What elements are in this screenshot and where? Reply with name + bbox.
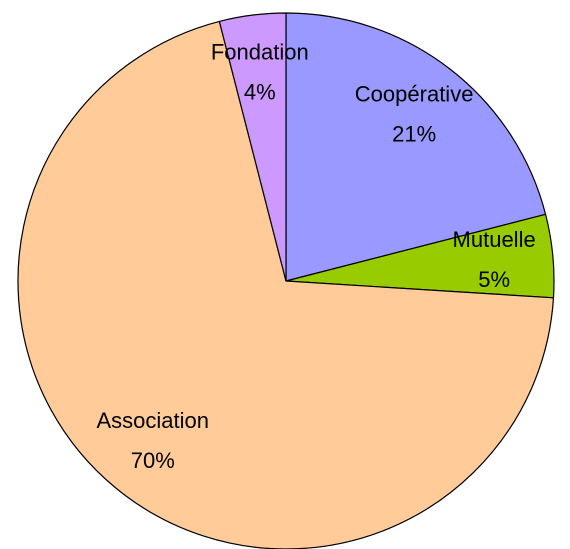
slice-value-label: 21% xyxy=(392,122,436,147)
slice-label: Association xyxy=(96,408,209,433)
slice-label: Coopérative xyxy=(355,82,474,107)
slice-label: Fondation xyxy=(211,39,309,64)
slice-value-label: 5% xyxy=(478,267,510,292)
slice-value-label: 70% xyxy=(131,448,175,473)
slice-value-label: 4% xyxy=(244,79,276,104)
pie-slice xyxy=(218,12,287,282)
slice-label: Mutuelle xyxy=(453,227,536,252)
pie-slice xyxy=(17,20,555,549)
pie-slice xyxy=(285,12,547,282)
